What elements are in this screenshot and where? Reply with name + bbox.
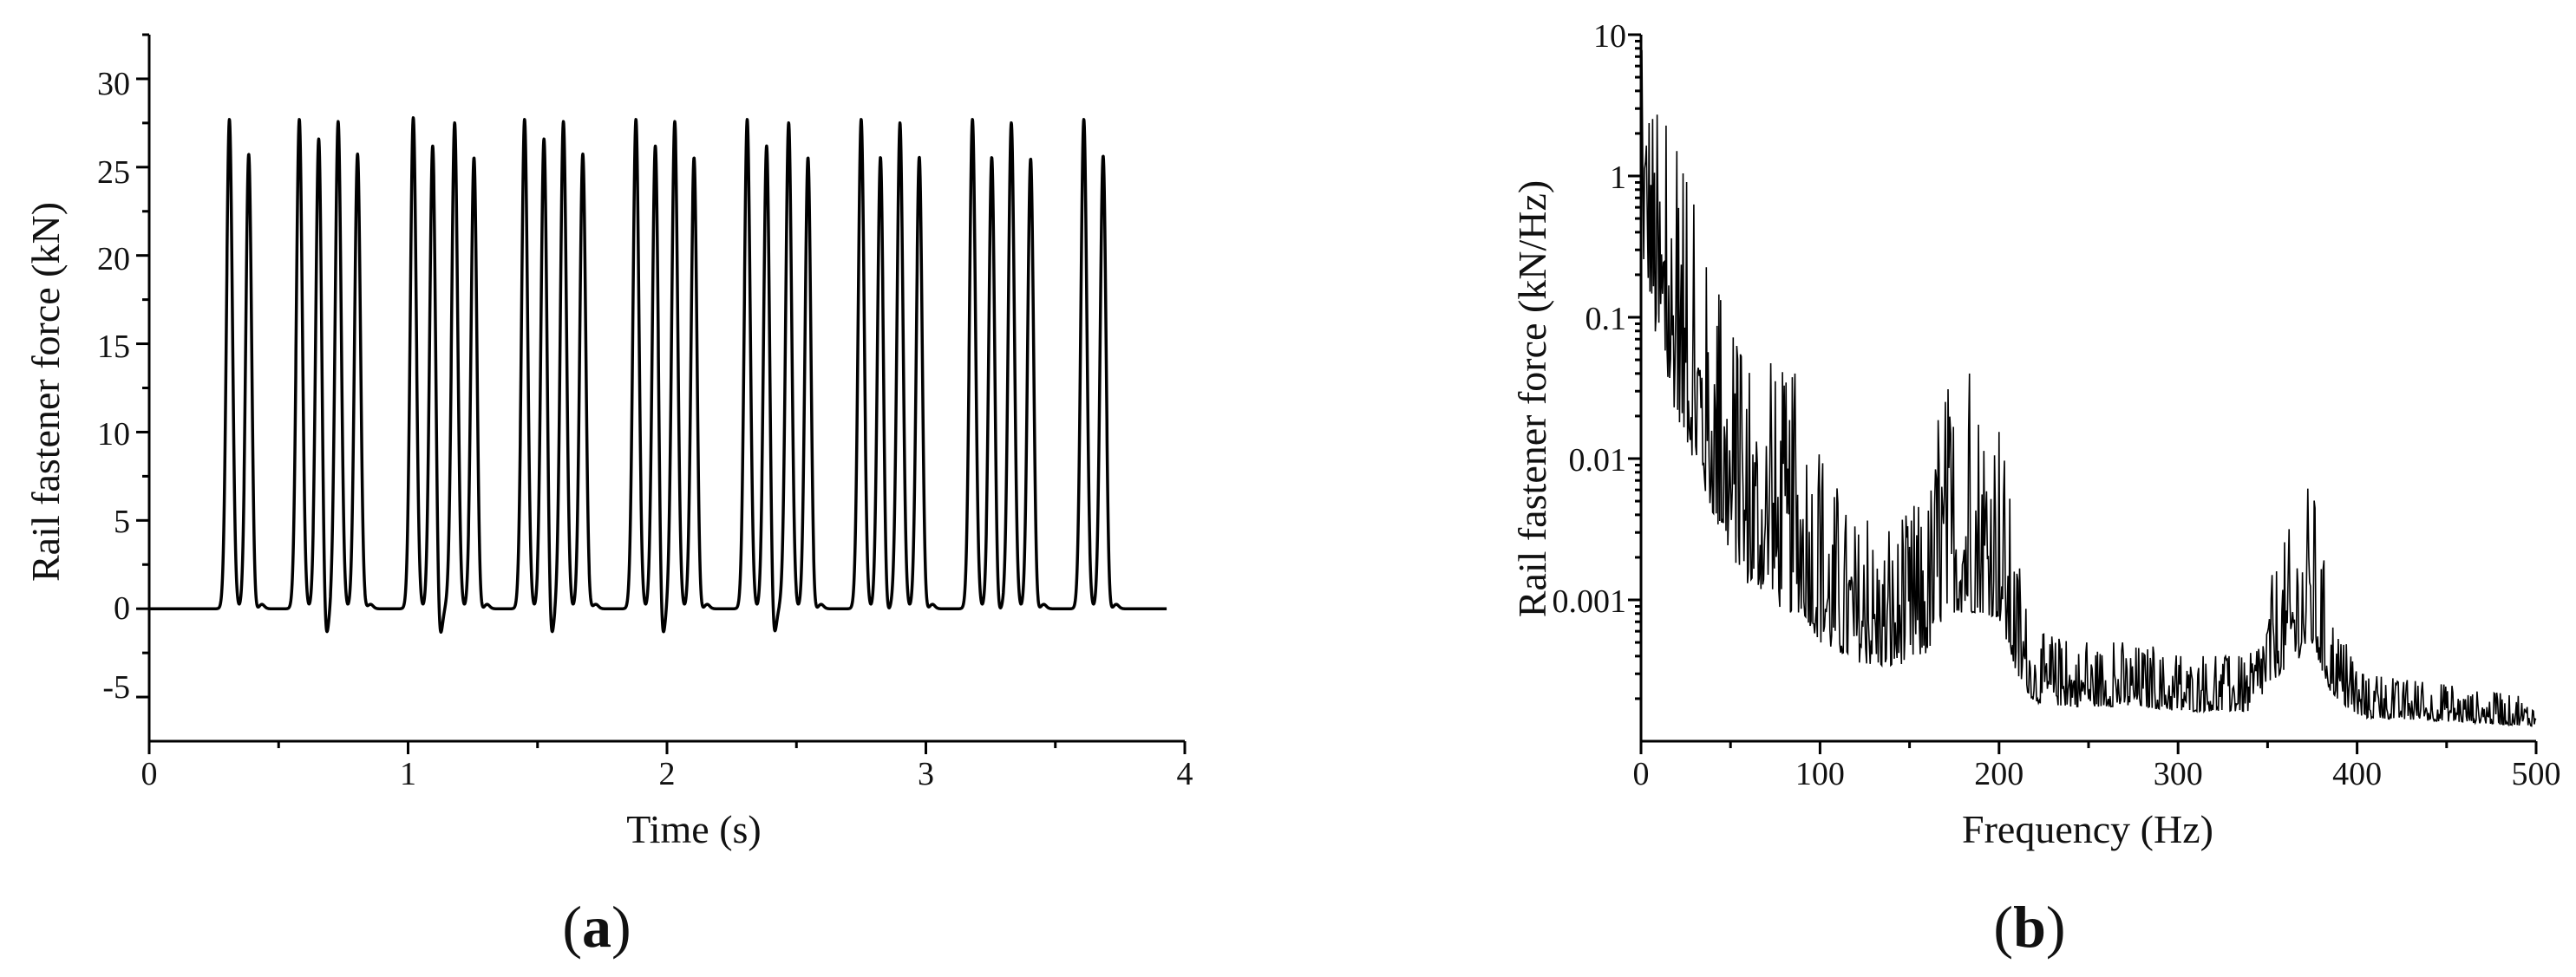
panel-b-series-line <box>1640 49 2537 727</box>
panel-a-y-tick-label: 20 <box>97 241 130 277</box>
panel-a-x-tick-label: 2 <box>659 756 676 792</box>
panel-b-y-tick-label: 0.01 <box>1569 442 1627 479</box>
panel-a-x-tick-label: 4 <box>1177 756 1193 792</box>
panel-b-letter: b <box>2013 894 2046 960</box>
panel-b-y-axis-label: Rail fastener force (kN/Hz) <box>1510 180 1554 617</box>
panel-a-ticks <box>136 33 1187 754</box>
panel-a-y-tick-label: 30 <box>97 66 130 102</box>
panel-a-x-tick-label: 0 <box>141 756 158 792</box>
panel-b-x-tick-label: 400 <box>2332 756 2382 792</box>
panel-b-y-tick-label: 0.1 <box>1585 301 1627 337</box>
panel-b-x-axis-label: Frequency (Hz) <box>1962 807 2213 851</box>
panel-a-y-tick-label: 15 <box>97 329 130 365</box>
panel-b-y-tick-label: 1 <box>1610 160 1626 196</box>
panel-a-y-tick-label: -5 <box>102 669 130 706</box>
panel-b-x-tick-label: 100 <box>1795 756 1845 792</box>
panel-a-letter: a <box>582 894 611 960</box>
panel-a-x-axis-label: Time (s) <box>626 807 762 851</box>
panel-a-y-tick-label: 25 <box>97 154 130 191</box>
panel-a: 0 1 2 3 4 -5 0 5 10 15 20 25 30 Time (s)… <box>23 33 1193 960</box>
panel-b-y-tick-label: 0.001 <box>1553 583 1627 620</box>
panel-a-x-tick-label: 1 <box>400 756 416 792</box>
panel-a-label: (a) <box>562 894 631 960</box>
panel-b-x-tick-label: 500 <box>2512 756 2561 792</box>
panel-b: 0 100 200 300 400 500 0.001 0.01 0.1 1 1… <box>1510 18 2561 960</box>
panel-b-x-tick-label: 200 <box>1974 756 2024 792</box>
panel-b-x-tick-label: 0 <box>1633 756 1650 792</box>
panel-a-y-axis-label: Rail fastener force (kN) <box>23 202 68 582</box>
panel-b-y-tick-label: 10 <box>1593 18 1626 55</box>
panel-a-y-tick-label: 0 <box>114 590 130 627</box>
panel-a-x-tick-label: 3 <box>918 756 934 792</box>
panel-a-series-line <box>147 116 1168 634</box>
panel-b-label: (b) <box>1993 894 2065 960</box>
panel-a-y-tick-label: 5 <box>114 504 130 540</box>
panel-b-ticks <box>1628 33 2538 754</box>
panel-a-y-tick-label: 10 <box>97 416 130 453</box>
panel-b-x-tick-label: 300 <box>2154 756 2203 792</box>
